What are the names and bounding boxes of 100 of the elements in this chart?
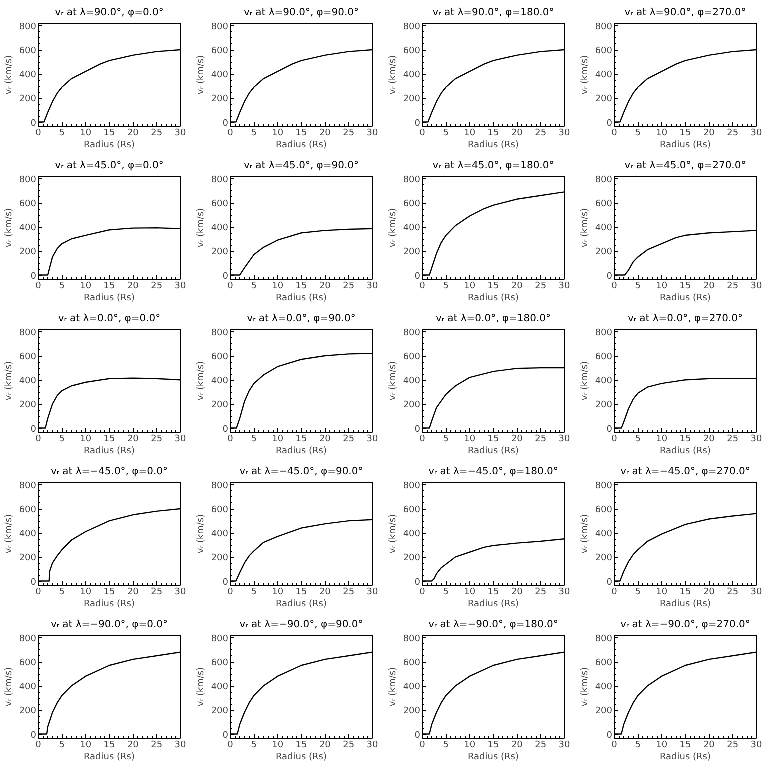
x-axis-title: Radius (Rs)	[84, 446, 136, 456]
y-tick-label: 600	[211, 200, 229, 210]
y-tick-label: 600	[19, 46, 37, 57]
x-tick-label: 25	[343, 740, 355, 750]
x-tick-label: 15	[680, 282, 692, 292]
x-tick-label: 20	[319, 282, 332, 292]
chart-title: vᵣ at λ=0.0°, φ=90.0°	[247, 314, 356, 324]
chart-title: vᵣ at λ=90.0°, φ=270.0°	[624, 8, 746, 18]
y-tick-label: 0	[414, 272, 421, 282]
y-tick-label: 600	[211, 658, 229, 669]
x-tick-label: 15	[680, 434, 692, 444]
x-tick-label: 5	[443, 128, 450, 138]
y-tick-label: 0	[30, 730, 37, 741]
y-tick-label: 400	[211, 530, 229, 540]
x-tick-label: 25	[727, 740, 739, 750]
x-tick-label: 20	[319, 434, 332, 444]
y-tick-label: 200	[19, 554, 37, 564]
y-tick-label: 600	[403, 200, 421, 210]
y-tick-label: 800	[211, 22, 229, 32]
y-tick-label: 0	[606, 730, 613, 741]
x-axis-title: Radius (Rs)	[84, 600, 136, 610]
y-tick-label: 200	[19, 248, 37, 258]
x-tick-label: 5	[251, 588, 258, 598]
x-axis-title: Radius (Rs)	[276, 446, 328, 456]
x-axis-title: Radius (Rs)	[468, 140, 520, 150]
x-tick-label: 30	[174, 434, 186, 444]
x-tick-label: 10	[464, 128, 476, 138]
x-tick-label: 15	[488, 434, 500, 444]
x-tick-label: 15	[296, 282, 308, 292]
x-tick-label: 20	[319, 740, 332, 750]
x-tick-label: 5	[443, 434, 450, 444]
y-axis-title: vᵣ (km/s)	[196, 55, 206, 95]
x-tick-label: 15	[488, 128, 500, 138]
chart-title: vᵣ at λ=−45.0°, φ=90.0°	[240, 466, 364, 478]
x-tick-label: 30	[558, 434, 570, 444]
x-tick-label: 30	[750, 128, 762, 138]
y-tick-label: 200	[19, 706, 37, 717]
x-tick-label: 15	[104, 588, 116, 598]
y-tick-label: 400	[19, 70, 37, 81]
y-axis-title: vᵣ (km/s)	[4, 667, 14, 707]
y-tick-label: 400	[211, 224, 229, 234]
y-axis-title: vᵣ (km/s)	[388, 514, 398, 554]
x-tick-label: 30	[558, 588, 570, 598]
chart-title: vᵣ at λ=−45.0°, φ=180.0°	[428, 466, 558, 478]
x-tick-label: 10	[272, 282, 284, 292]
x-tick-label: 5	[635, 740, 642, 750]
y-tick-label: 0	[414, 424, 421, 435]
y-tick-label: 800	[403, 175, 421, 186]
x-tick-label: 20	[319, 128, 332, 138]
y-tick-label: 600	[211, 352, 229, 363]
y-tick-label: 400	[403, 682, 421, 693]
y-tick-label: 0	[606, 424, 613, 435]
x-tick-label: 20	[127, 740, 140, 750]
x-axis-title: Radius (Rs)	[660, 752, 712, 762]
x-axis-title: Radius (Rs)	[468, 446, 520, 456]
chart-title: vᵣ at λ=45.0°, φ=0.0°	[55, 160, 164, 172]
x-tick-label: 20	[511, 588, 524, 598]
x-tick-label: 10	[272, 434, 284, 444]
x-tick-label: 30	[174, 588, 186, 598]
y-axis-title: vᵣ (km/s)	[196, 208, 206, 248]
y-axis-title: vᵣ (km/s)	[580, 208, 590, 248]
y-tick-label: 200	[19, 400, 37, 411]
y-tick-label: 200	[595, 248, 613, 258]
chart-title: vᵣ at λ=−45.0°, φ=0.0°	[50, 466, 168, 478]
y-tick-label: 600	[595, 352, 613, 363]
x-tick-label: 30	[174, 128, 186, 138]
y-tick-label: 400	[211, 376, 229, 387]
x-tick-label: 15	[104, 740, 116, 750]
x-tick-label: 5	[59, 434, 66, 444]
x-tick-label: 10	[464, 588, 476, 598]
x-tick-label: 25	[727, 282, 739, 292]
x-tick-label: 5	[251, 740, 258, 750]
y-tick-label: 400	[595, 376, 613, 387]
y-tick-label: 600	[211, 506, 229, 516]
y-tick-label: 400	[403, 376, 421, 387]
chart-title: vᵣ at λ=−90.0°, φ=180.0°	[428, 620, 558, 630]
y-tick-label: 400	[403, 224, 421, 234]
x-tick-label: 15	[104, 128, 116, 138]
x-tick-label: 20	[127, 588, 140, 598]
y-axis-title: vᵣ (km/s)	[196, 514, 206, 554]
x-tick-label: 10	[464, 282, 476, 292]
chart-title: vᵣ at λ=90.0°, φ=90.0°	[244, 8, 360, 18]
x-tick-label: 10	[656, 434, 668, 444]
y-tick-label: 400	[403, 530, 421, 540]
x-tick-label: 15	[296, 740, 308, 750]
x-tick-label: 20	[511, 740, 524, 750]
x-tick-label: 5	[443, 588, 450, 598]
x-tick-label: 10	[272, 588, 284, 598]
x-tick-label: 15	[104, 434, 116, 444]
x-tick-label: 5	[443, 740, 450, 750]
y-tick-label: 200	[403, 400, 421, 411]
x-tick-label: 25	[727, 434, 739, 444]
y-tick-label: 800	[19, 22, 37, 32]
x-tick-label: 25	[343, 588, 355, 598]
x-tick-label: 5	[635, 128, 642, 138]
x-tick-label: 5	[59, 282, 66, 292]
chart-title: vᵣ at λ=0.0°, φ=180.0°	[436, 314, 552, 324]
y-tick-label: 800	[403, 634, 421, 644]
x-tick-label: 20	[703, 588, 716, 598]
chart-title: vᵣ at λ=0.0°, φ=0.0°	[58, 314, 161, 324]
